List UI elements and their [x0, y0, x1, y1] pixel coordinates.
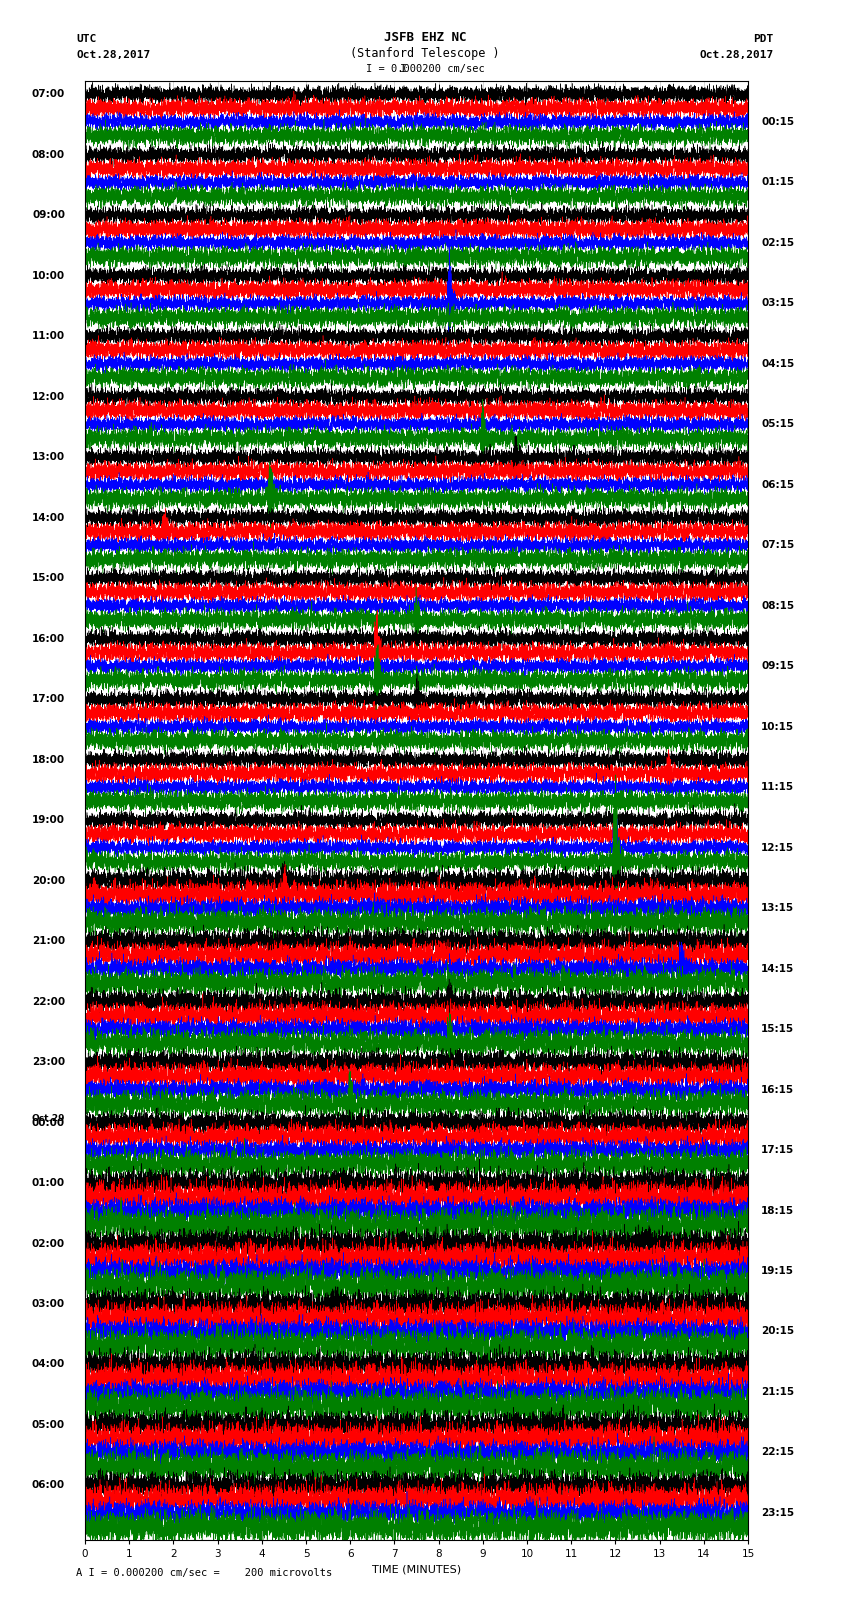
Text: 17:15: 17:15: [762, 1145, 795, 1155]
Text: 04:15: 04:15: [762, 358, 795, 369]
Text: 01:15: 01:15: [762, 177, 795, 187]
Text: 14:00: 14:00: [31, 513, 65, 523]
Text: 20:15: 20:15: [762, 1326, 795, 1337]
Text: 13:00: 13:00: [32, 452, 65, 463]
Text: 06:15: 06:15: [762, 479, 795, 490]
Text: 18:15: 18:15: [762, 1205, 795, 1216]
Text: 13:15: 13:15: [762, 903, 795, 913]
Text: 19:00: 19:00: [32, 815, 65, 826]
Text: 03:15: 03:15: [762, 298, 795, 308]
Text: 10:15: 10:15: [762, 721, 795, 732]
Text: 06:00: 06:00: [32, 1481, 65, 1490]
Text: 21:15: 21:15: [762, 1387, 795, 1397]
Text: JSFB EHZ NC: JSFB EHZ NC: [383, 31, 467, 44]
Text: 02:00: 02:00: [32, 1239, 65, 1248]
Text: UTC: UTC: [76, 34, 97, 44]
Text: 16:15: 16:15: [762, 1084, 795, 1095]
Text: 23:00: 23:00: [32, 1057, 65, 1068]
Text: 22:00: 22:00: [32, 997, 65, 1007]
Text: 08:00: 08:00: [32, 150, 65, 160]
Text: 12:15: 12:15: [762, 842, 795, 853]
Text: (Stanford Telescope ): (Stanford Telescope ): [350, 47, 500, 60]
Text: 04:00: 04:00: [31, 1360, 65, 1369]
Text: 09:15: 09:15: [762, 661, 794, 671]
Text: 11:15: 11:15: [762, 782, 795, 792]
Text: I = 0.000200 cm/sec: I = 0.000200 cm/sec: [366, 65, 484, 74]
Text: 11:00: 11:00: [32, 331, 65, 342]
Text: 23:15: 23:15: [762, 1508, 795, 1518]
Text: 14:15: 14:15: [762, 963, 795, 974]
Text: 02:15: 02:15: [762, 237, 795, 248]
Text: 08:15: 08:15: [762, 600, 795, 611]
Text: 03:00: 03:00: [32, 1298, 65, 1310]
Text: 09:00: 09:00: [32, 210, 65, 221]
Text: 07:15: 07:15: [762, 540, 795, 550]
Text: 10:00: 10:00: [32, 271, 65, 281]
Text: 05:00: 05:00: [32, 1419, 65, 1431]
Text: 20:00: 20:00: [32, 876, 65, 886]
Text: I: I: [400, 65, 407, 74]
Text: 22:15: 22:15: [762, 1447, 795, 1458]
Text: 12:00: 12:00: [32, 392, 65, 402]
Text: 00:00: 00:00: [32, 1118, 65, 1127]
Text: 19:15: 19:15: [762, 1266, 794, 1276]
Text: 15:00: 15:00: [32, 573, 65, 584]
Text: A I = 0.000200 cm/sec =    200 microvolts: A I = 0.000200 cm/sec = 200 microvolts: [76, 1568, 332, 1578]
Text: 07:00: 07:00: [31, 89, 65, 100]
Text: Oct.28,2017: Oct.28,2017: [76, 50, 150, 60]
Text: 18:00: 18:00: [32, 755, 65, 765]
Text: 17:00: 17:00: [31, 694, 65, 705]
Text: Oct.28,2017: Oct.28,2017: [700, 50, 774, 60]
Text: 16:00: 16:00: [32, 634, 65, 644]
Text: 00:15: 00:15: [762, 116, 795, 127]
Text: 15:15: 15:15: [762, 1024, 795, 1034]
Text: 21:00: 21:00: [32, 936, 65, 947]
Text: 01:00: 01:00: [32, 1177, 65, 1189]
Text: PDT: PDT: [753, 34, 774, 44]
Text: Oct.29: Oct.29: [31, 1115, 65, 1123]
Text: 05:15: 05:15: [762, 419, 795, 429]
X-axis label: TIME (MINUTES): TIME (MINUTES): [372, 1565, 461, 1574]
